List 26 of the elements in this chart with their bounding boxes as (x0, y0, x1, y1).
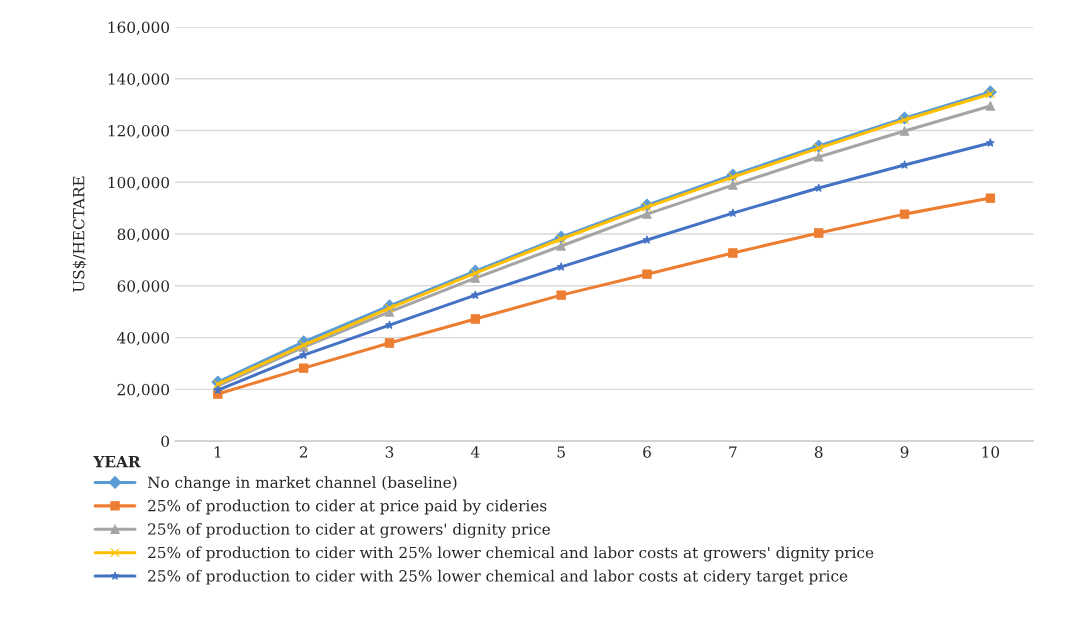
y-tick-label: 120,000 (108, 124, 170, 139)
x-tick-label: 1 (214, 446, 221, 458)
x-tick-label: 5 (557, 446, 565, 458)
y-tick-label: 140,000 (108, 73, 170, 87)
legend-label: 25% of production to cider with 25% lower chemical and labor costs at cidery target price (148, 569, 848, 585)
y-tick-label: 80,000 (117, 228, 170, 242)
x-tick-label: 2 (299, 446, 308, 458)
x-tick-label: 8 (814, 446, 823, 458)
legend-label: 25% of production to cider with 25% lower chemical and labor costs at growers' dignity price (148, 546, 874, 562)
y-tick-label: 40,000 (117, 332, 170, 346)
x-tick-label: 4 (470, 446, 480, 458)
y-tick-label: 60,000 (117, 280, 170, 294)
y-axis-title: US$/HECTARE (72, 176, 87, 293)
legend-label: 25% of production to cider at price paid by cideries (148, 499, 547, 515)
legend-label: No change in market channel (baseline) (147, 476, 457, 492)
y-tick-label: 160,000 (108, 21, 170, 35)
x-tick-label: 7 (729, 446, 737, 458)
x-tick-label: 10 (982, 446, 1000, 458)
x-axis-title: YEAR (93, 456, 141, 468)
x-tick-label: 9 (900, 446, 909, 458)
y-tick-label: 20,000 (117, 383, 170, 398)
y-tick-label: 100,000 (108, 176, 170, 191)
y-tick-label: 0 (161, 435, 170, 448)
x-tick-label: 3 (385, 446, 394, 458)
legend-label: 25% of production to cider at growers' dignity price (148, 523, 550, 539)
x-tick-label: 6 (643, 446, 651, 458)
